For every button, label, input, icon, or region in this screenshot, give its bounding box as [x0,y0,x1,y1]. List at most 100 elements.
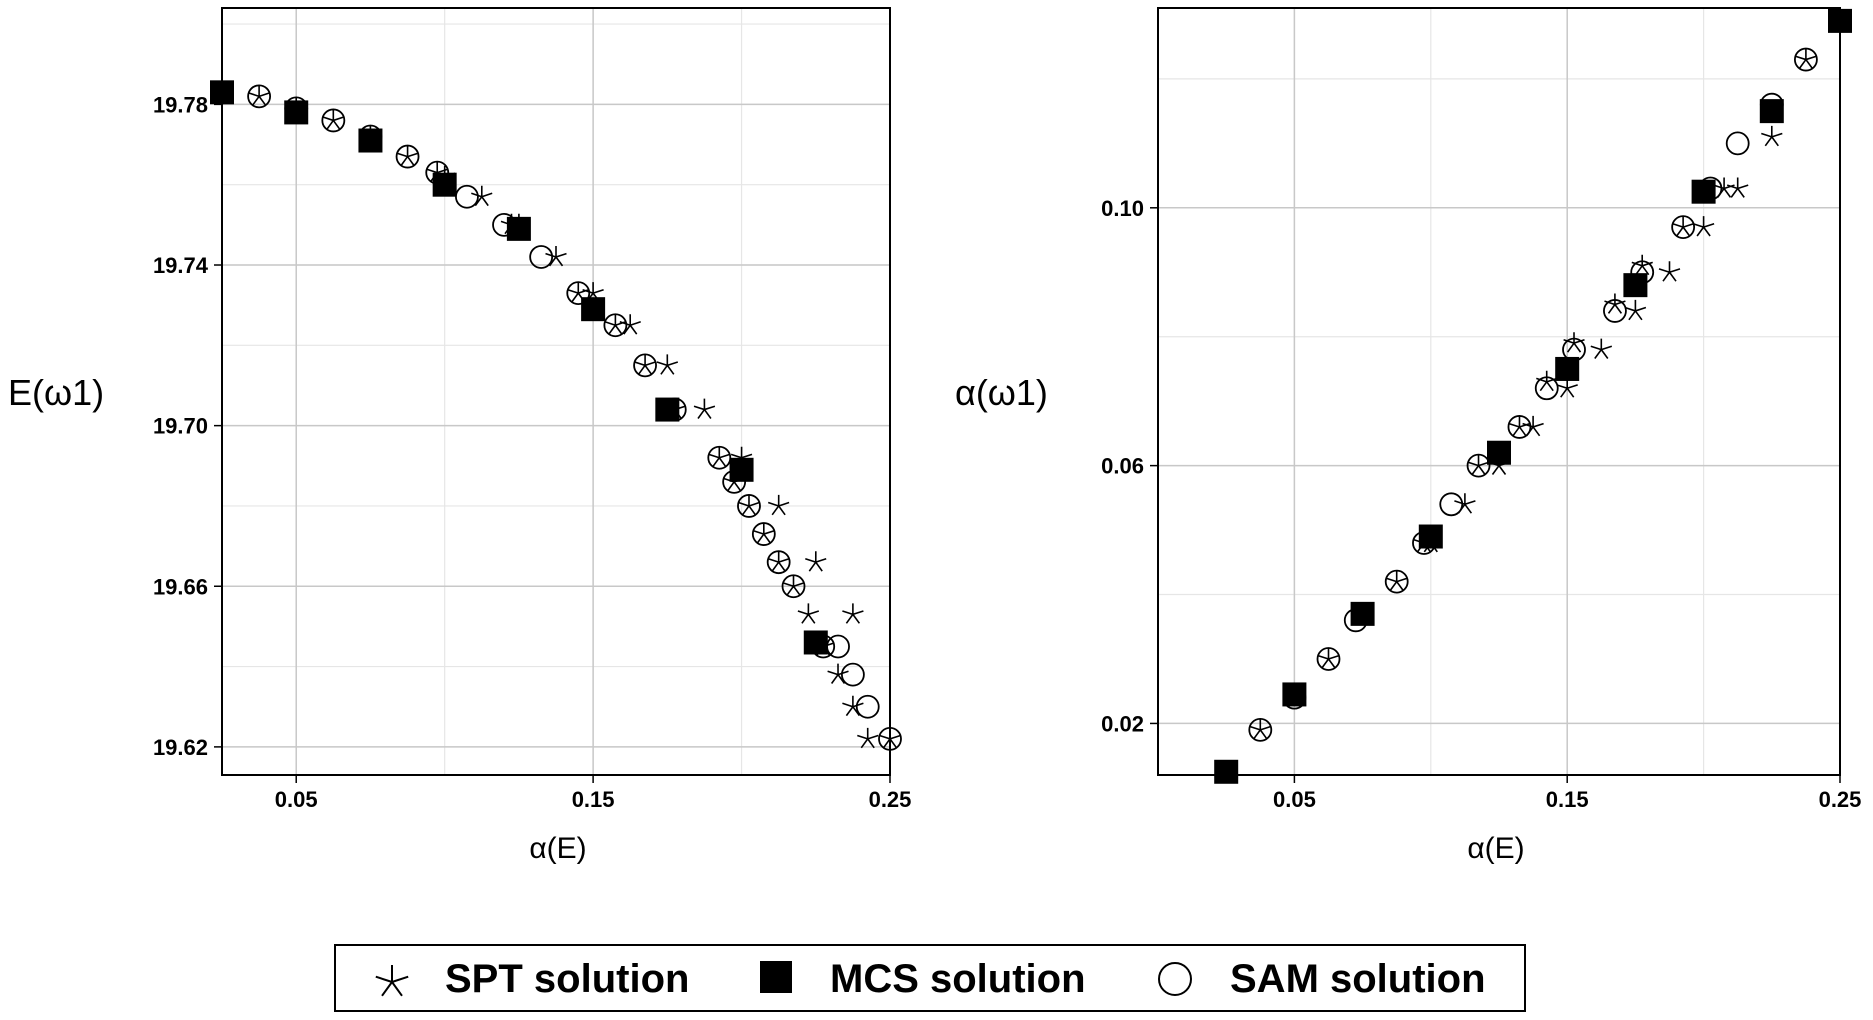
x-tick-label: 0.05 [1273,787,1316,812]
x-tick-label: 0.25 [1819,787,1862,812]
spt-point [1536,370,1558,392]
sam-point [1316,647,1341,671]
plot-area [1158,8,1840,775]
left-xlabel: α(E) [529,832,586,865]
mcs-point [210,80,234,105]
right-xlabel: α(E) [1467,832,1524,865]
spt-point [1672,216,1694,237]
spt-point [1590,338,1613,359]
spt-point [1467,454,1490,475]
spt-point [842,603,864,624]
spt-point [619,314,641,335]
spt-point [1692,216,1715,237]
spt-point [1385,570,1408,591]
spt-point [842,695,864,717]
spt-point [1726,177,1749,198]
legend-label-sam: SAM solution [1230,957,1486,1001]
sam-point [633,353,657,378]
mcs-point [1282,682,1307,707]
plot-frame [1157,7,1841,776]
spt-point [1795,48,1817,69]
spt-point [805,551,827,572]
spt-point [1604,293,1626,314]
sam-point [781,574,806,599]
spt-point [738,494,760,516]
spt-point [634,354,656,375]
star-glyph [375,965,409,997]
spt-point [1522,415,1544,437]
spt-point [782,575,805,596]
mcs-point [1555,356,1580,381]
mcs-point [1691,179,1716,204]
mcs-point [1759,99,1784,124]
mcs-point [506,216,531,241]
mcs-point [1418,524,1443,549]
spt-point [708,446,731,468]
spt-point [1454,493,1476,514]
spt-point [1761,125,1783,147]
mcs-point [432,172,457,197]
sam-point [840,662,865,687]
spt-point [1317,648,1340,669]
y-tick-label: 19.66 [153,574,208,599]
spt-point [767,494,790,516]
legend-label-mcs: MCS solution [830,957,1086,1001]
legend: SPT solution MCS solution SAM solution [334,944,1526,1012]
mcs-point [358,128,383,153]
left-ylabel: E(ω1) [8,372,104,413]
spt-point [827,663,849,684]
spt-point [396,145,419,166]
spt-point [879,727,901,749]
spt-point [1631,254,1653,276]
spt-point [1556,377,1578,398]
x-tick-label: 0.15 [572,787,615,812]
legend-label-spt: SPT solution [445,957,689,1001]
mcs-point [284,100,309,125]
sam-point [707,445,732,470]
circle-marker-icon [1158,962,1192,996]
plot-area [222,8,890,775]
spt-point [1249,718,1272,740]
spt-point [248,85,270,106]
spt-point [857,727,879,749]
x-tick-label: 0.15 [1546,787,1589,812]
mcs-point [1487,440,1511,465]
legend-item-sam: SAM solution [1158,957,1486,1001]
mcs-point [729,457,754,482]
sam-point [455,184,479,209]
x-tick-label: 0.25 [869,787,912,812]
sam-point [855,694,880,719]
sam-point [1439,492,1464,517]
left-chart: E(ω1) α(E) 0.05 0.15 0.25 19.78 19.74 19.70 19… [8,7,912,865]
legend-item-spt: SPT solution [375,957,689,1001]
spt-point [1563,332,1585,353]
x-tick-label: 0.05 [275,787,318,812]
spt-point [693,398,716,419]
y-tick-label: 0.06 [1101,454,1144,479]
spt-point [656,354,679,375]
mcs-point [1350,601,1375,626]
sam-point [878,726,902,751]
mcs-point [1214,759,1239,784]
y-tick-label: 19.62 [153,735,208,760]
spt-point [1658,261,1681,282]
mcs-point [803,630,828,655]
spt-point [1508,415,1531,437]
square-marker-icon [760,961,792,993]
y-tick-label: 19.70 [153,414,208,439]
spt-point [471,185,493,207]
legend-item-mcs: MCS solution [760,957,1086,1001]
spt-point [767,551,790,572]
legend-box [334,944,1526,1012]
y-tick-label: 19.78 [153,92,208,117]
sam-point [766,550,791,575]
sam-point [529,245,554,269]
sam-point [1794,47,1818,72]
right-chart: α(ω1) α(E) 0.05 0.15 0.25 0.10 0.06 0.02 [955,7,1862,865]
plot-frame [221,7,891,776]
spt-point [322,109,345,130]
sam-point [1248,717,1273,742]
spt-point [545,246,567,267]
spt-point [1713,177,1735,198]
